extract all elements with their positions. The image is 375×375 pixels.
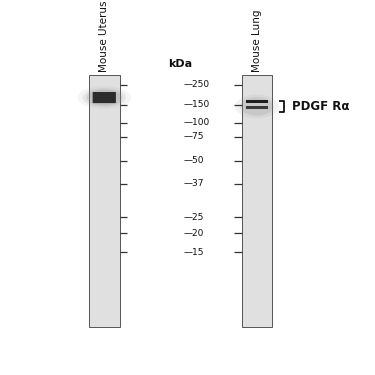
- Text: PDGF Rα: PDGF Rα: [292, 100, 350, 113]
- Ellipse shape: [235, 94, 279, 118]
- Text: Mouse Uterus: Mouse Uterus: [99, 0, 109, 72]
- Text: —15: —15: [183, 248, 204, 257]
- Text: Mouse Lung: Mouse Lung: [252, 9, 262, 72]
- Ellipse shape: [77, 86, 131, 109]
- Text: —75: —75: [183, 132, 204, 141]
- Bar: [246, 100, 268, 104]
- Text: —37: —37: [183, 179, 204, 188]
- Text: —20: —20: [183, 228, 204, 237]
- Bar: [242, 75, 272, 327]
- Text: kDa: kDa: [168, 59, 193, 69]
- Text: —25: —25: [183, 213, 204, 222]
- FancyBboxPatch shape: [93, 92, 116, 103]
- Text: —150: —150: [183, 100, 210, 109]
- Text: —250: —250: [183, 81, 210, 90]
- Ellipse shape: [240, 97, 273, 116]
- Text: —50: —50: [183, 156, 204, 165]
- Ellipse shape: [86, 90, 122, 105]
- Ellipse shape: [82, 88, 126, 107]
- Bar: [246, 106, 268, 109]
- Text: —100: —100: [183, 118, 210, 127]
- Bar: [89, 75, 120, 327]
